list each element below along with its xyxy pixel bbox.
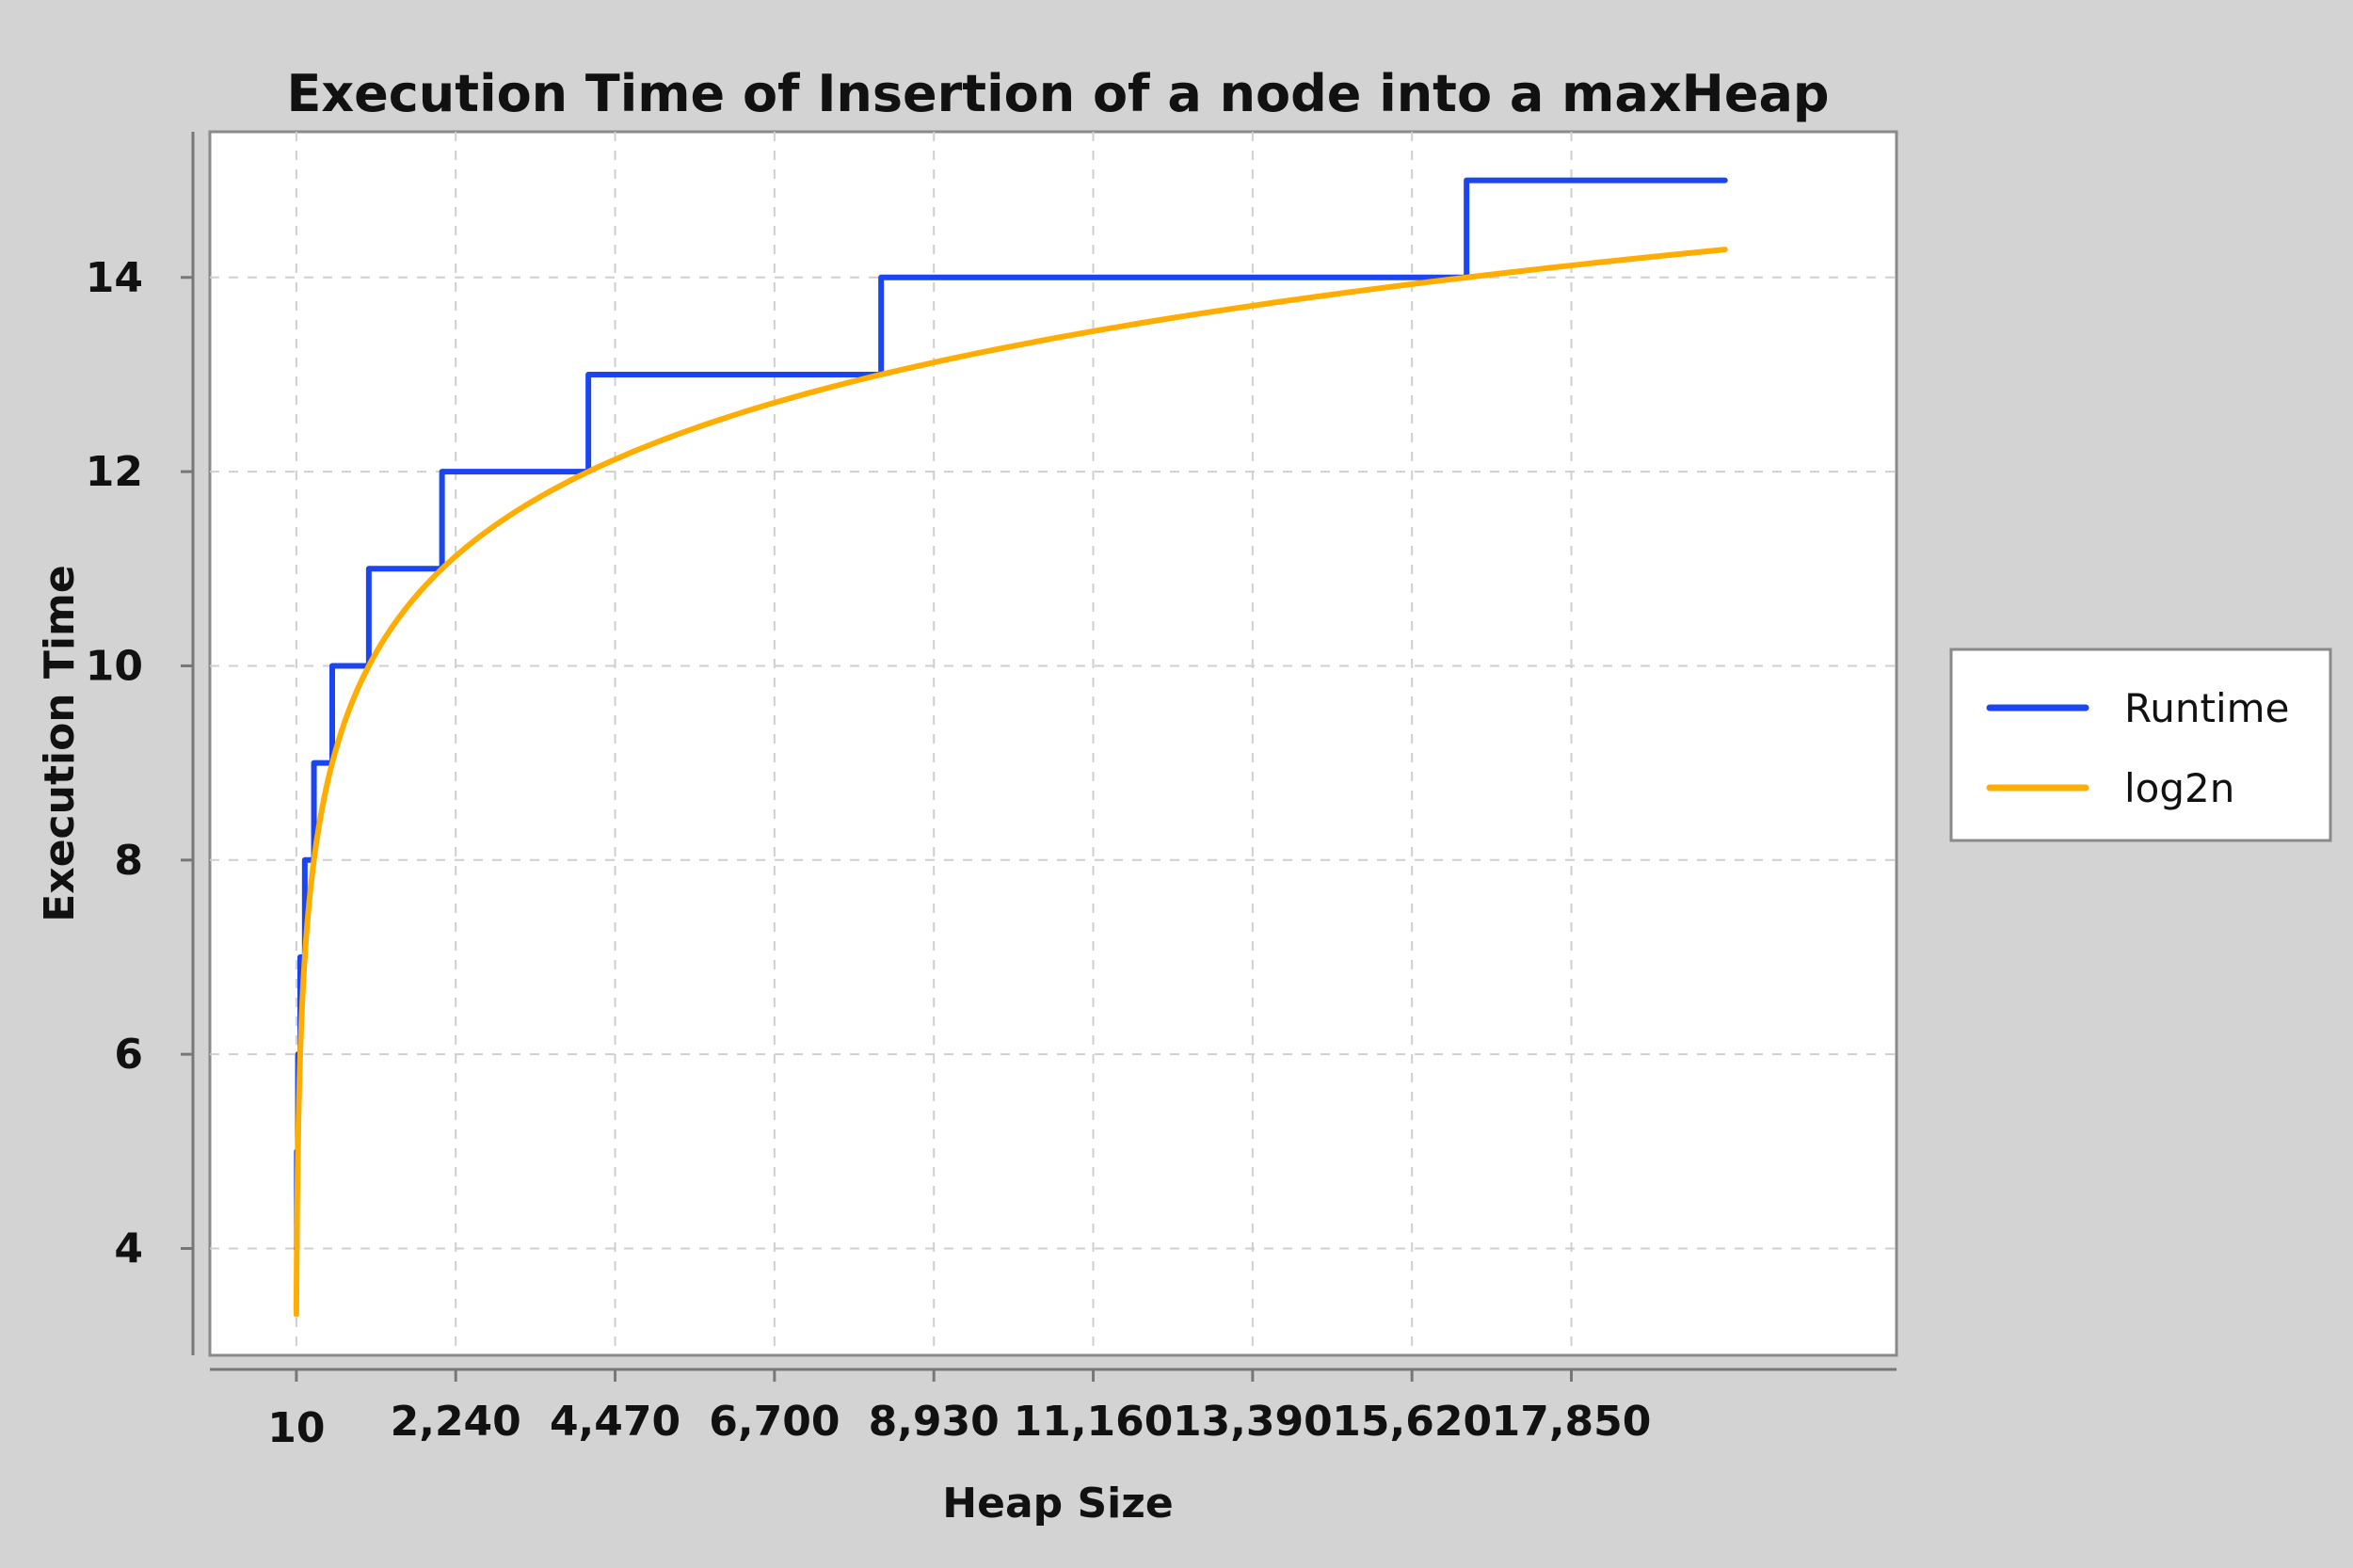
series-line-log2n [293, 247, 1728, 1318]
series-layer [293, 177, 1728, 1318]
y-tick-label: 8 [114, 837, 143, 885]
y-tick-label: 14 [86, 254, 143, 302]
x-tick-label: 11,160 [1014, 1398, 1174, 1446]
legend-box [1949, 648, 2332, 842]
y-tick-label: 6 [114, 1031, 143, 1079]
grid [210, 132, 1897, 1355]
x-tick-label: 4,470 [550, 1398, 680, 1446]
x-tick-label: 17,850 [1492, 1398, 1652, 1446]
y-tick-label: 4 [114, 1225, 143, 1273]
x-tick-label: 8,930 [869, 1398, 1000, 1446]
y-tick-label: 12 [86, 448, 143, 496]
x-tick-label: 2,240 [391, 1398, 521, 1446]
plot-area [208, 130, 1898, 1357]
x-tick-label: 15,620 [1332, 1398, 1492, 1446]
x-tick-label: 10 [267, 1404, 325, 1452]
ticks: 10 2,240 4,470 6,700 8,930 11,160 13,390 15,620… [86, 254, 1652, 1452]
legend-label: log2n [2124, 765, 2234, 811]
legend-label: Runtime [2124, 685, 2289, 731]
x-axis-title: Heap Size [942, 1480, 1173, 1528]
y-tick-label: 10 [86, 642, 143, 690]
x-tick-label: 13,390 [1173, 1398, 1333, 1446]
y-axis-title: Execution Time [36, 565, 84, 921]
chart-title: Execution Time of Insertion of a node in… [286, 64, 1829, 123]
legend: Runtime log2n [1949, 648, 2332, 842]
x-tick-label: 6,700 [709, 1398, 840, 1446]
